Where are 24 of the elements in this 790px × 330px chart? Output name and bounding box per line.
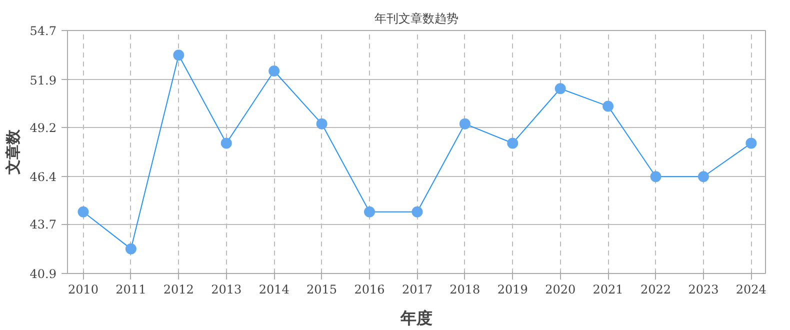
x-tick-label: 2016 <box>354 282 385 296</box>
y-tick-label: 43.7 <box>30 218 56 232</box>
y-tick-label: 46.4 <box>30 170 57 184</box>
x-tick-label: 2019 <box>497 282 528 296</box>
x-tick-label: 2017 <box>402 282 432 296</box>
y-tick-label: 51.9 <box>30 73 56 88</box>
x-tick-label: 2015 <box>306 282 338 296</box>
chart-title: 年刊文章数趋势 <box>374 12 458 26</box>
x-tick-label: 2018 <box>450 282 480 296</box>
x-tick-label: 2011 <box>116 282 146 296</box>
y-tick-label: 40.9 <box>30 267 56 281</box>
y-axis-title: 文章数 <box>4 128 22 176</box>
x-tick-label: 2014 <box>258 282 290 296</box>
x-tick-label: 2010 <box>68 282 99 296</box>
x-axis-title: 年度 <box>400 308 432 328</box>
x-tick-label: 2022 <box>640 282 672 296</box>
x-tick-label: 2023 <box>688 282 719 296</box>
y-tick-label: 54.7 <box>30 24 56 38</box>
x-tick-label: 2024 <box>736 282 767 296</box>
x-tick-label: 2012 <box>163 282 194 296</box>
y-tick-label: 49.2 <box>30 120 56 135</box>
x-tick-label: 2013 <box>211 282 242 296</box>
x-tick-label: 2020 <box>545 282 576 296</box>
x-tick-label: 2021 <box>592 282 624 296</box>
